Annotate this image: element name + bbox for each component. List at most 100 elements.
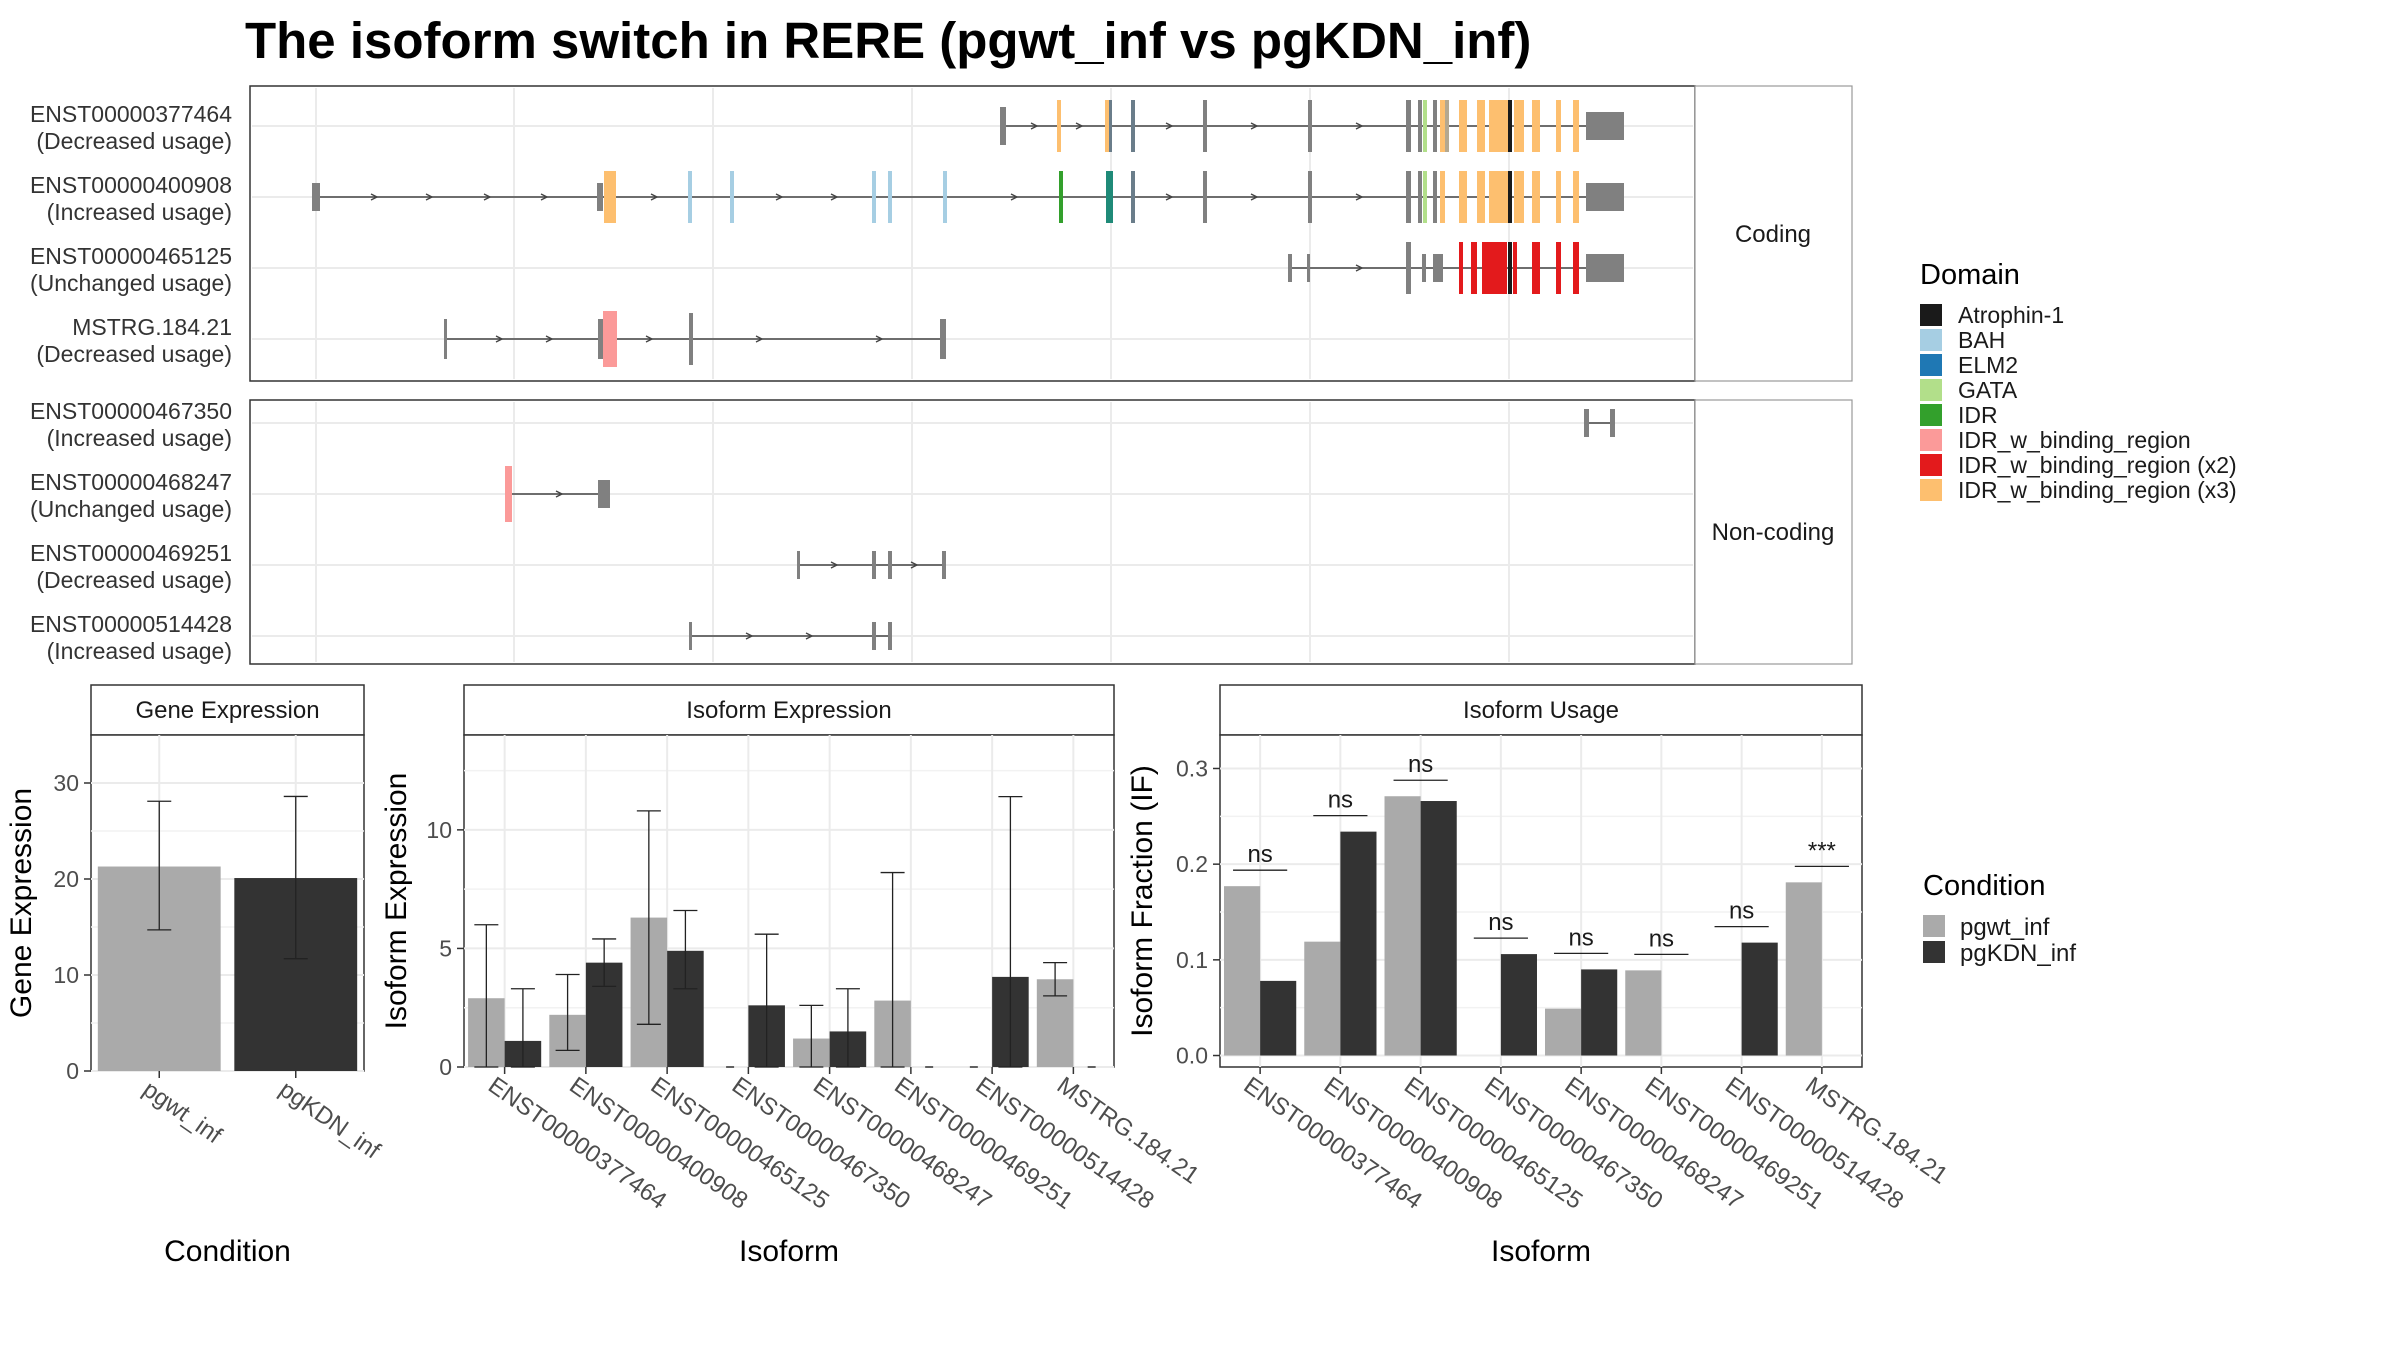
strand-arrow (755, 335, 764, 343)
noncoding-strip (1694, 399, 1853, 665)
strand-arrow (1250, 122, 1259, 130)
exon (600, 480, 610, 508)
bar (1785, 882, 1822, 1056)
y-tick-label: 20 (53, 866, 79, 892)
domain-block (603, 311, 617, 367)
domain-block (1573, 100, 1579, 152)
domain-block (1508, 171, 1512, 223)
domain-key (1920, 404, 1942, 426)
domain-block (1514, 100, 1524, 152)
isoform-usage-chart: Isoform Usage 0.0 0.1 0.2 0.3 ns ns ns ns ns ns ns *… (1126, 684, 1953, 1268)
exon (1203, 171, 1207, 223)
strand-arrow (1165, 193, 1174, 201)
transcript-labels: ENST00000377464(Decreased usage)ENST0000… (30, 101, 232, 664)
domain-key (1920, 454, 1942, 476)
bar (1340, 831, 1377, 1056)
domain-block (1532, 171, 1540, 223)
domain-block (872, 171, 876, 223)
domain-key (1920, 379, 1942, 401)
y-tick-label: 10 (426, 817, 452, 843)
coding-strip-label: Coding (1735, 221, 1811, 248)
coding-panel-background (249, 85, 1696, 382)
transcript-usage-label: (Decreased usage) (36, 128, 232, 154)
exon (1433, 171, 1437, 223)
domain-key (1920, 304, 1942, 326)
x-axis-title: Condition (164, 1235, 291, 1268)
exon (689, 313, 693, 365)
strand-arrow (1355, 264, 1364, 272)
transcript-id-label: MSTRG.184.21 (72, 314, 232, 340)
significance-label: ns (1649, 925, 1674, 952)
domain-label: ELM2 (1958, 352, 2018, 378)
bar (1384, 796, 1421, 1056)
domain-block (730, 171, 734, 223)
exon (1418, 100, 1422, 152)
domain-label: BAH (1958, 327, 2005, 353)
domain-block (1513, 242, 1517, 294)
exon (1288, 254, 1292, 282)
exon (1308, 171, 1312, 223)
strand-arrow (1165, 122, 1174, 130)
bar (1741, 942, 1778, 1056)
strand-arrow (1355, 122, 1364, 130)
domain-label: IDR_w_binding_region (1958, 427, 2191, 453)
condition-label-pgkdn: pgKDN_inf (1960, 940, 2076, 967)
exon (1131, 171, 1135, 223)
domain-block (1423, 171, 1427, 223)
y-axis-title: Gene Expression (5, 788, 38, 1018)
significance-label: ns (1729, 898, 1754, 925)
domain-label: IDR (1958, 402, 1998, 428)
strand-arrow (645, 335, 654, 343)
exon (1433, 254, 1443, 282)
transcript-usage-label: (Decreased usage) (36, 567, 232, 593)
y-tick-label: 0.0 (1176, 1043, 1208, 1069)
exon (872, 551, 876, 579)
gene-expression-chart: Gene Expression 0 10 20 30 pgwt_inf pgKDN_inf C… (5, 684, 385, 1268)
exon (1000, 107, 1004, 145)
chart-strip (1219, 684, 1863, 736)
domain-block (505, 466, 512, 522)
bar (1420, 801, 1457, 1056)
domain-label: IDR_w_binding_region (x3) (1958, 477, 2237, 503)
domain-key (1920, 329, 1942, 351)
transcript-id-label: ENST00000465125 (30, 243, 232, 269)
strand-arrow (1030, 122, 1039, 130)
condition-key-pgwt (1923, 915, 1945, 937)
transcript-id-label: ENST00000377464 (30, 101, 232, 127)
strand-arrow (1075, 122, 1084, 130)
bar (1260, 980, 1297, 1056)
transcript-id-label: ENST00000469251 (30, 540, 232, 566)
domain-block (1489, 171, 1508, 223)
exon (1422, 254, 1426, 282)
strand-arrow (1010, 193, 1019, 201)
strand-arrow (425, 193, 434, 201)
transcript-usage-label: (Increased usage) (47, 425, 232, 451)
chart-strip (463, 684, 1115, 736)
domain-block (1508, 100, 1512, 152)
chart-strip-title: Isoform Usage (1463, 697, 1619, 724)
domain-block (1471, 242, 1477, 294)
coding-strip (1694, 85, 1853, 382)
exon (1003, 107, 1006, 145)
strand-arrow (650, 193, 659, 201)
domain-block (1459, 100, 1467, 152)
noncoding-strip-label: Non-coding (1712, 519, 1835, 546)
chart-strip-title: Isoform Expression (686, 697, 891, 724)
domain-block (1440, 171, 1445, 223)
condition-legend-title: Condition (1923, 870, 2046, 902)
domain-block (888, 171, 892, 223)
exon (1406, 242, 1411, 294)
y-tick-label: 30 (53, 770, 79, 796)
y-tick-label: 0.3 (1176, 755, 1208, 781)
bar (1581, 969, 1618, 1056)
significance-label: ns (1328, 787, 1353, 814)
transcript-usage-label: (Increased usage) (47, 199, 232, 225)
chart-strip-title: Gene Expression (135, 697, 319, 724)
domain-key (1920, 354, 1942, 376)
x-tick-label: pgKDN_inf (274, 1076, 385, 1165)
bar (1625, 970, 1662, 1056)
strand-arrow (370, 193, 379, 201)
exon (1109, 100, 1112, 152)
domain-legend-items: Atrophin-1BAHELM2GATAIDRIDR_w_binding_re… (1920, 302, 2237, 503)
exon (1308, 100, 1312, 152)
